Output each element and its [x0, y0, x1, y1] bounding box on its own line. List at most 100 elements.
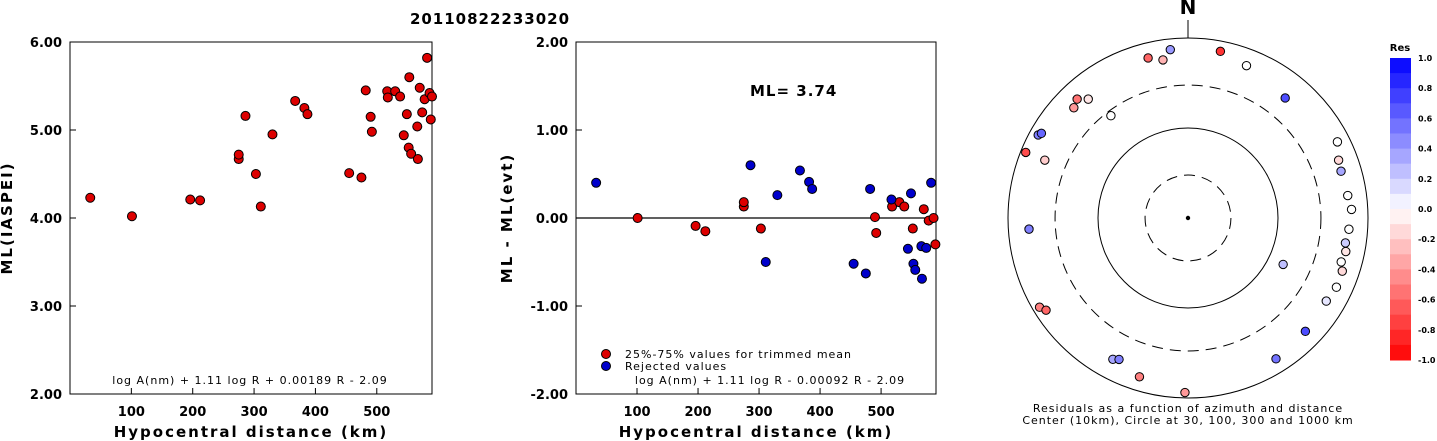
data-point [886, 194, 897, 205]
data-point [1114, 354, 1124, 365]
data-point [1024, 224, 1034, 234]
colorbar-block [1390, 224, 1411, 240]
data-point [1072, 94, 1082, 104]
data-point [1021, 147, 1031, 158]
data-point [85, 192, 96, 203]
colorbar-block [1390, 299, 1411, 316]
data-point [1343, 190, 1353, 201]
data-point [807, 183, 818, 194]
data-point [240, 110, 251, 121]
data-point [926, 177, 937, 188]
plot-frame [69, 41, 433, 395]
data-point [755, 223, 766, 234]
colorbar-block [1390, 163, 1411, 180]
y-ticks: -2.00 -1.00 0.00 1.00 2.00 [531, 36, 582, 403]
data-point [930, 239, 941, 250]
data-point [928, 213, 939, 223]
ring-1000km [1007, 37, 1369, 399]
colorbar-block [1390, 239, 1411, 255]
ring-100km [1097, 127, 1279, 309]
north-label: N [1180, 0, 1197, 19]
data-point [1036, 128, 1047, 139]
y-tick-label: 2.00 [30, 388, 62, 403]
data-point [1180, 387, 1190, 398]
colorbar-label: 1.0 [1418, 54, 1433, 63]
x-axis-label: Hypocentral distance (km) [114, 423, 389, 441]
data-point [1332, 137, 1343, 147]
colorbar-block [1390, 254, 1411, 270]
x-ticks: 100 200 300 400 500 [623, 388, 895, 420]
data-point [365, 111, 376, 122]
data-point [185, 194, 196, 205]
data-point [412, 121, 423, 132]
x-tick-label: 400 [806, 405, 833, 420]
data-point [250, 169, 261, 179]
data-point [302, 109, 313, 120]
x-tick-label: 100 [118, 405, 145, 420]
data-point [356, 172, 367, 183]
data-point [905, 188, 916, 199]
colorbar-label: -0.4 [1418, 265, 1436, 274]
legend-label-rejected: Rejected values [625, 360, 727, 373]
data-point [1336, 257, 1346, 267]
data-point [860, 268, 871, 279]
data-point [910, 264, 921, 275]
data-point [1069, 103, 1079, 113]
colorbar-block [1390, 73, 1411, 89]
data-point [738, 197, 749, 208]
ring-30km [1144, 174, 1232, 262]
y-axis-label: ML - ML(evt) [498, 153, 516, 283]
x-tick-label: 100 [623, 405, 650, 420]
colorbar-title: Res [1390, 43, 1410, 54]
data-point [918, 204, 929, 215]
data-point [233, 149, 244, 160]
x-axis-label: Hypocentral distance (km) [619, 423, 894, 441]
colorbar-label: 0.0 [1418, 205, 1433, 214]
data-point [1337, 266, 1347, 276]
data-point [591, 177, 602, 188]
data-point [427, 91, 437, 102]
colorbar-block [1390, 344, 1411, 361]
ml-annotation: ML= 3.74 [750, 82, 837, 100]
caption-line-1: Residuals as a function of azimuth and d… [1033, 402, 1343, 415]
data-point [1331, 282, 1342, 292]
x-tick-label: 200 [684, 405, 711, 420]
data-point [401, 109, 412, 120]
data-point [1083, 94, 1093, 104]
colorbar-block [1390, 148, 1411, 165]
data-point [760, 257, 771, 267]
data-point [1165, 44, 1176, 55]
data-point [1280, 93, 1290, 103]
data-point [1300, 326, 1311, 337]
data-point [366, 126, 377, 137]
legend-marker-trimmed [601, 349, 611, 359]
colorbar-block [1390, 103, 1411, 119]
data-point [772, 190, 783, 201]
data-point [1143, 53, 1153, 63]
y-tick-label: 3.00 [30, 300, 62, 315]
data-point [1271, 354, 1281, 364]
colorbar-block [1390, 133, 1411, 150]
colorbar-block [1390, 88, 1411, 104]
data-point [745, 160, 756, 171]
data-point [1158, 55, 1168, 65]
y-axis-label: ML(IASPEI) [0, 161, 16, 274]
data-point [1134, 372, 1145, 382]
legend-label-trimmed: 25%-75% values for trimmed mean [625, 348, 852, 361]
colorbar-block [1390, 178, 1411, 195]
magnitude-distance-panel: 2.00 3.00 4.00 5.00 6.00 100 200 300 400 500 ML(… [0, 36, 437, 441]
y-tick-label: -1.00 [531, 300, 568, 315]
data-point [1341, 246, 1351, 257]
colorbar-label: 0.2 [1418, 175, 1432, 184]
colorbar-block [1390, 118, 1411, 134]
colorbar-blocks [1390, 58, 1411, 361]
data-points [1021, 44, 1357, 398]
x-ticks: 100 200 300 400 500 [118, 388, 390, 420]
data-point [871, 227, 882, 238]
data-point [899, 201, 910, 212]
x-tick-label: 300 [745, 405, 772, 420]
data-point [848, 258, 859, 269]
formula: log A(nm) + 1.11 log R - 0.00092 R - 2.0… [635, 374, 905, 387]
x-tick-label: 500 [363, 405, 390, 420]
